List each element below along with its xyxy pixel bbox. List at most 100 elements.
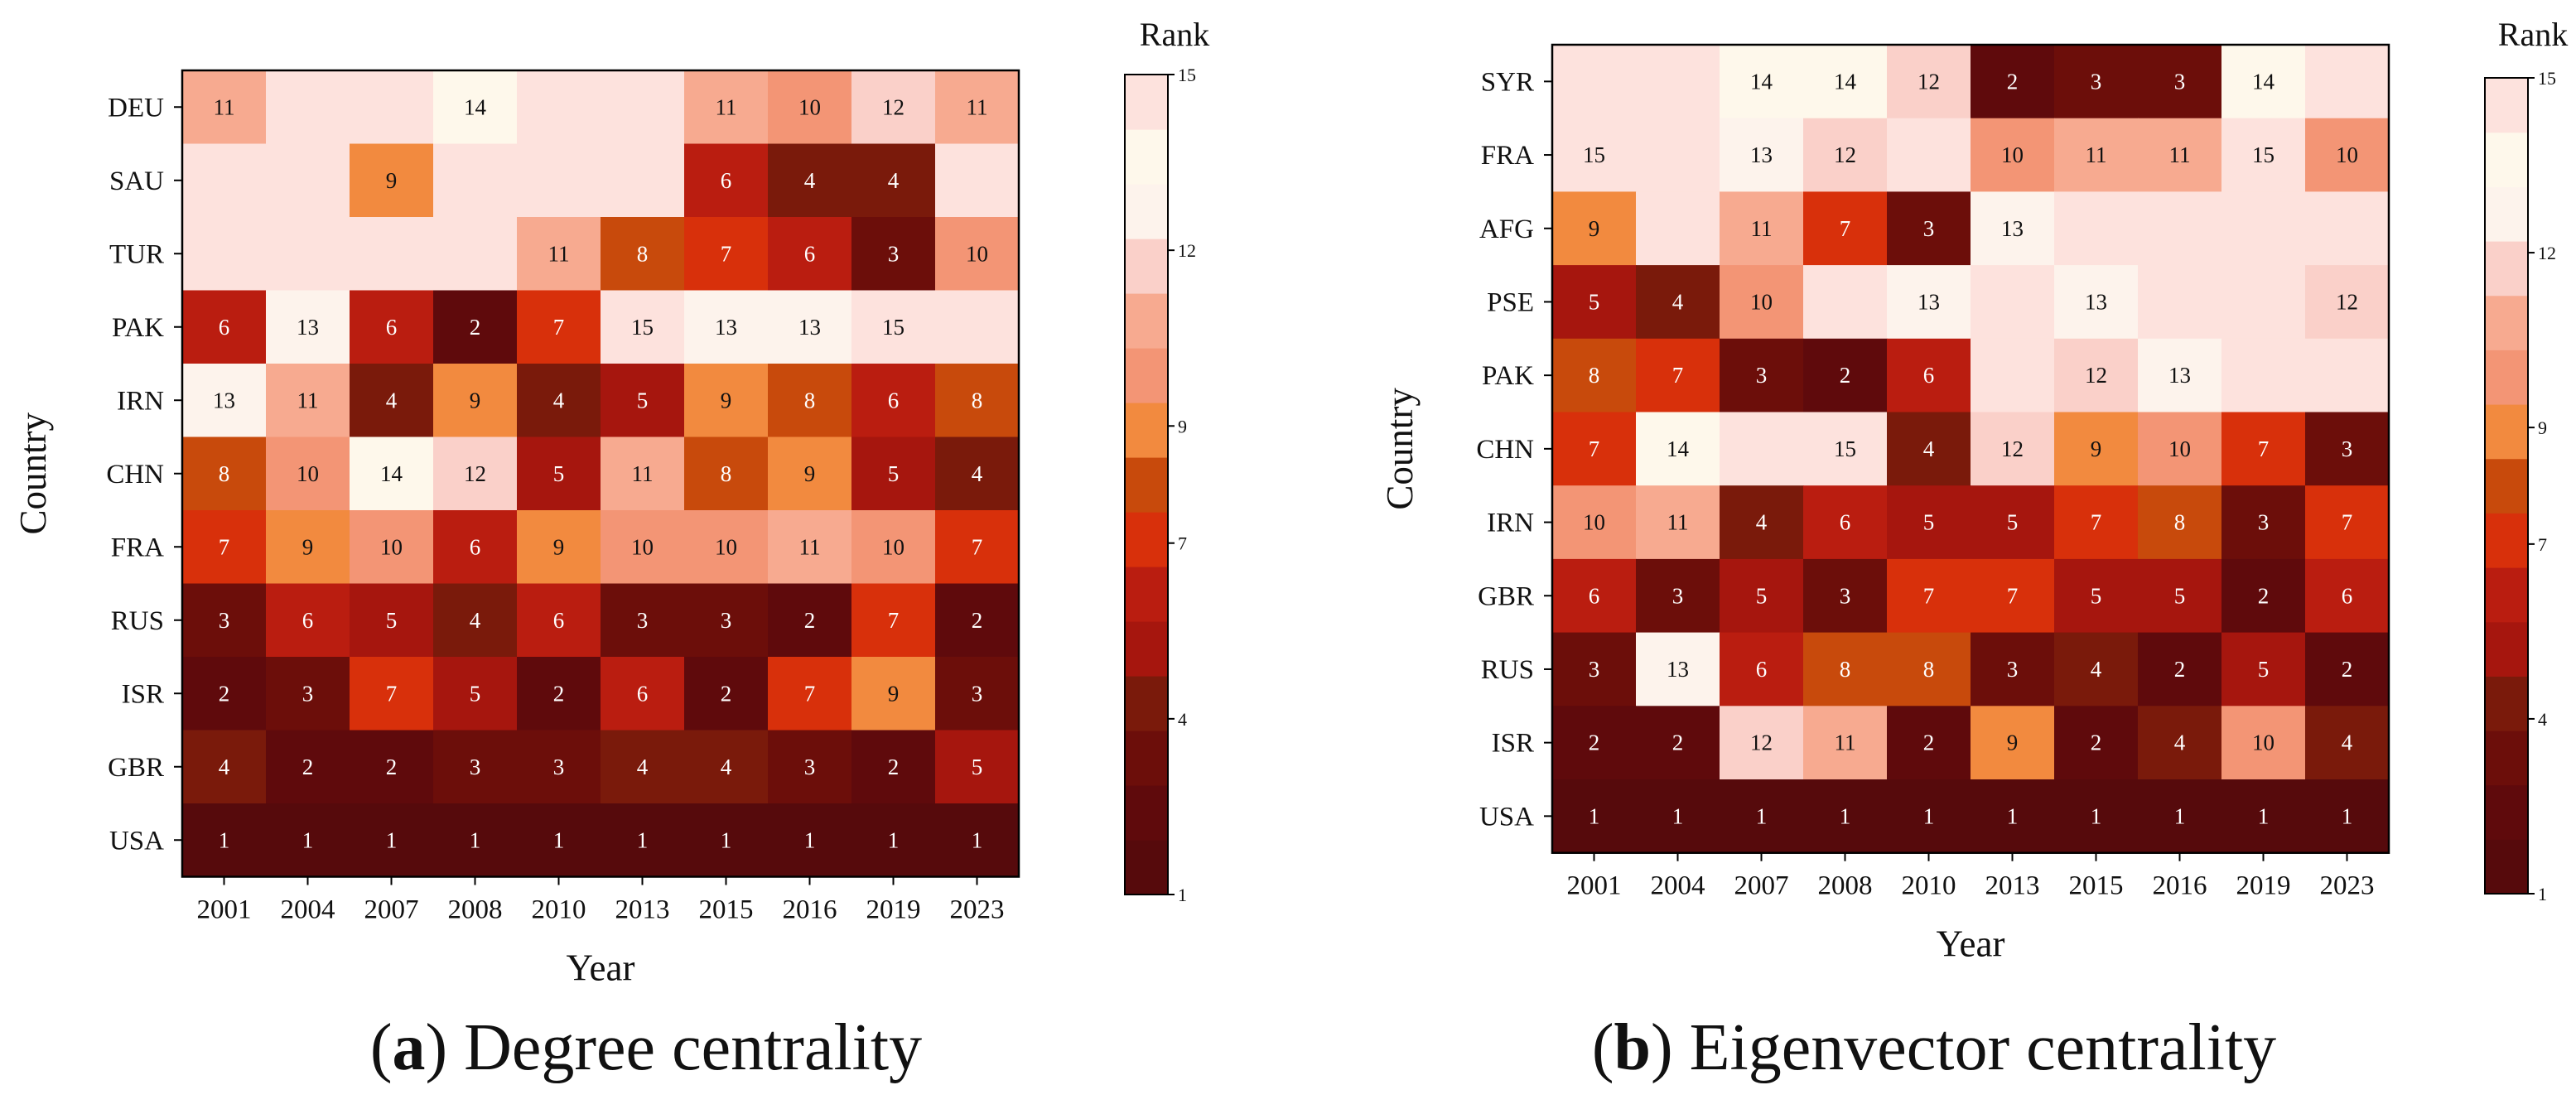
cell-label: 2 xyxy=(302,755,314,779)
cell-label: 1 xyxy=(972,827,983,852)
cell-label: 3 xyxy=(2342,436,2353,461)
caption-letter-a: a xyxy=(392,1011,426,1084)
heatmap-cell xyxy=(768,290,852,364)
cell-label: 1 xyxy=(386,827,398,852)
heatmap-cell xyxy=(768,70,852,145)
cell-label: 5 xyxy=(1756,583,1768,608)
y-tick-label: ISR xyxy=(122,679,164,709)
colorbar-tick-label: 9 xyxy=(1178,416,1187,436)
cell-label: 15 xyxy=(1834,436,1856,461)
cell-label: 4 xyxy=(386,388,398,412)
cell-label: 12 xyxy=(882,94,904,119)
heatmap-cell xyxy=(1803,632,1888,706)
cell-label: 1 xyxy=(302,827,314,852)
colorbar-tick-label: 15 xyxy=(2538,68,2556,89)
cell-label: 1 xyxy=(721,827,732,852)
heatmap-cell xyxy=(851,143,936,218)
x-tick-label: 2008 xyxy=(448,895,503,925)
caption-letter-b: b xyxy=(1614,1011,1651,1084)
cell-label: 1 xyxy=(553,827,565,852)
cell-label: 10 xyxy=(297,461,319,486)
cell-label: 1 xyxy=(804,827,816,852)
heatmap-cell xyxy=(517,730,601,804)
colorbar-segment xyxy=(2485,241,2528,297)
cell-label: 14 xyxy=(380,461,403,486)
colorbar-segment xyxy=(1125,403,1168,458)
heatmap-cell xyxy=(935,217,1020,292)
cell-label: 15 xyxy=(2252,142,2275,167)
colorbar-segment xyxy=(1125,75,1168,130)
heatmap-cell xyxy=(2138,706,2222,780)
heatmap-cell xyxy=(851,510,936,585)
heatmap-cell xyxy=(1971,632,2055,706)
x-tick-label: 2015 xyxy=(699,895,754,925)
cell-label: 13 xyxy=(1918,289,1940,314)
heatmap-cell xyxy=(350,70,434,145)
cell-label: 1 xyxy=(1756,803,1768,828)
heatmap-cell xyxy=(433,436,518,511)
cell-label: 7 xyxy=(804,681,816,706)
y-tick-label: USA xyxy=(109,826,164,856)
heatmap-cell xyxy=(350,730,434,804)
heatmap-cell xyxy=(2221,485,2306,560)
cell-label: 6 xyxy=(302,608,314,633)
colorbar-title: Rank xyxy=(1140,16,1209,53)
heatmap-cell xyxy=(768,436,852,511)
heatmap-cell xyxy=(517,217,601,292)
heatmap-cell xyxy=(601,143,685,218)
caption-degree-centrality: (a) Degree centrality xyxy=(369,1011,923,1084)
cell-label: 6 xyxy=(637,681,649,706)
cell-label: 3 xyxy=(721,608,732,633)
cell-label: 8 xyxy=(637,241,649,266)
heatmap-cell xyxy=(1636,45,1720,119)
heatmap-cell xyxy=(1720,118,1804,192)
cell-label: 10 xyxy=(631,534,654,559)
heatmap-cell xyxy=(1971,706,2055,780)
heatmap-cell xyxy=(935,657,1020,731)
cell-label: 3 xyxy=(1672,583,1684,608)
x-tick-label: 2004 xyxy=(1651,871,1705,901)
heatmap-cell xyxy=(1971,412,2055,486)
heatmap-cell xyxy=(1887,191,1971,266)
heatmap-cell xyxy=(1552,412,1637,486)
heatmap-cell xyxy=(2054,706,2139,780)
heatmap-cell xyxy=(2054,779,2139,854)
cell-label: 5 xyxy=(386,608,398,633)
heatmap-cell xyxy=(1971,265,2055,340)
heatmap-cell xyxy=(1636,412,1720,486)
heatmap-cell xyxy=(684,803,769,878)
heatmap-cell xyxy=(433,583,518,658)
heatmap-cell xyxy=(1720,558,1804,634)
heatmap-cell xyxy=(266,217,350,292)
cell-label: 6 xyxy=(1840,510,1851,535)
heatmap-cell xyxy=(2138,558,2222,634)
x-tick-label: 2013 xyxy=(615,895,670,925)
y-tick-label: FRA xyxy=(1481,141,1534,171)
heatmap-cell xyxy=(266,143,350,218)
cell-label: 3 xyxy=(888,241,900,266)
cell-label: 1 xyxy=(888,827,900,852)
heatmap-cell xyxy=(1803,706,1888,780)
heatmap-cell xyxy=(517,436,601,511)
heatmap-cell xyxy=(768,364,852,438)
cell-label: 13 xyxy=(1750,142,1773,167)
heatmap-cell xyxy=(935,290,1020,364)
heatmap-cell xyxy=(1803,338,1888,413)
heatmap-cell xyxy=(1720,265,1804,340)
y-tick-label: TUR xyxy=(109,239,164,269)
cell-label: 10 xyxy=(2252,731,2275,755)
colorbar-segment xyxy=(2485,295,2528,350)
heatmap-cell xyxy=(182,583,267,658)
heatmap-cell xyxy=(935,730,1020,804)
cell-label: 11 xyxy=(548,241,570,266)
x-axis-title: Year xyxy=(1937,924,2005,965)
heatmap-cell xyxy=(851,436,936,511)
heatmap-cell xyxy=(182,217,267,292)
colorbar-segment xyxy=(1125,567,1168,622)
heatmap-cell xyxy=(935,510,1020,585)
y-tick-label: RUS xyxy=(1481,655,1534,685)
heatmap-cell xyxy=(2221,706,2306,780)
cell-label: 2 xyxy=(2174,657,2186,682)
heatmap-cell xyxy=(1720,485,1804,560)
cell-label: 11 xyxy=(297,388,319,412)
